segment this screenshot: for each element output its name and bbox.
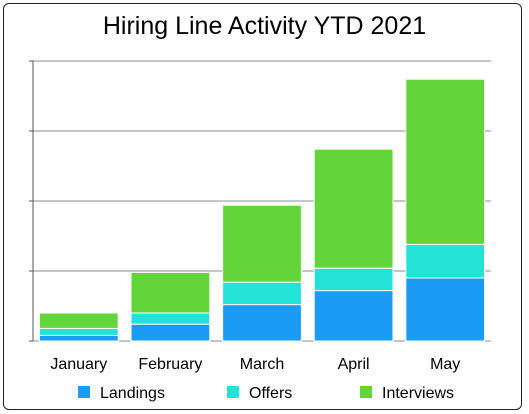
bar-interviews-may: [405, 78, 486, 245]
x-tick-label: March: [240, 356, 284, 373]
bar-interviews-april: [313, 148, 394, 269]
bar-landings-february: [130, 323, 211, 342]
bar-landings-march: [222, 304, 302, 342]
x-tick-label: April: [338, 356, 370, 373]
legend-swatch-offers: [227, 386, 239, 398]
bar-landings-may: [405, 277, 486, 342]
bar-interviews-march: [222, 204, 302, 283]
bar-landings-april: [313, 290, 394, 342]
legend-label-interviews: Interviews: [382, 385, 454, 402]
legend-swatch-landings: [78, 386, 90, 398]
bar-landings-january: [38, 334, 119, 342]
x-tick-label: January: [50, 356, 107, 373]
bar-interviews-february: [130, 271, 211, 314]
legend-label-landings: Landings: [100, 385, 165, 402]
x-tick-label: May: [430, 356, 460, 373]
bar-offers-may: [405, 243, 486, 279]
bar-offers-january: [38, 327, 119, 336]
bar-offers-april: [313, 267, 394, 292]
bar-offers-march: [222, 281, 302, 306]
legend-swatch-interviews: [360, 386, 372, 398]
legend-label-offers: Offers: [249, 385, 292, 402]
bar-offers-february: [130, 312, 211, 325]
bar-interviews-january: [38, 312, 119, 329]
x-tick-label: February: [138, 356, 202, 373]
chart-title: Hiring Line Activity YTD 2021: [102, 12, 427, 40]
